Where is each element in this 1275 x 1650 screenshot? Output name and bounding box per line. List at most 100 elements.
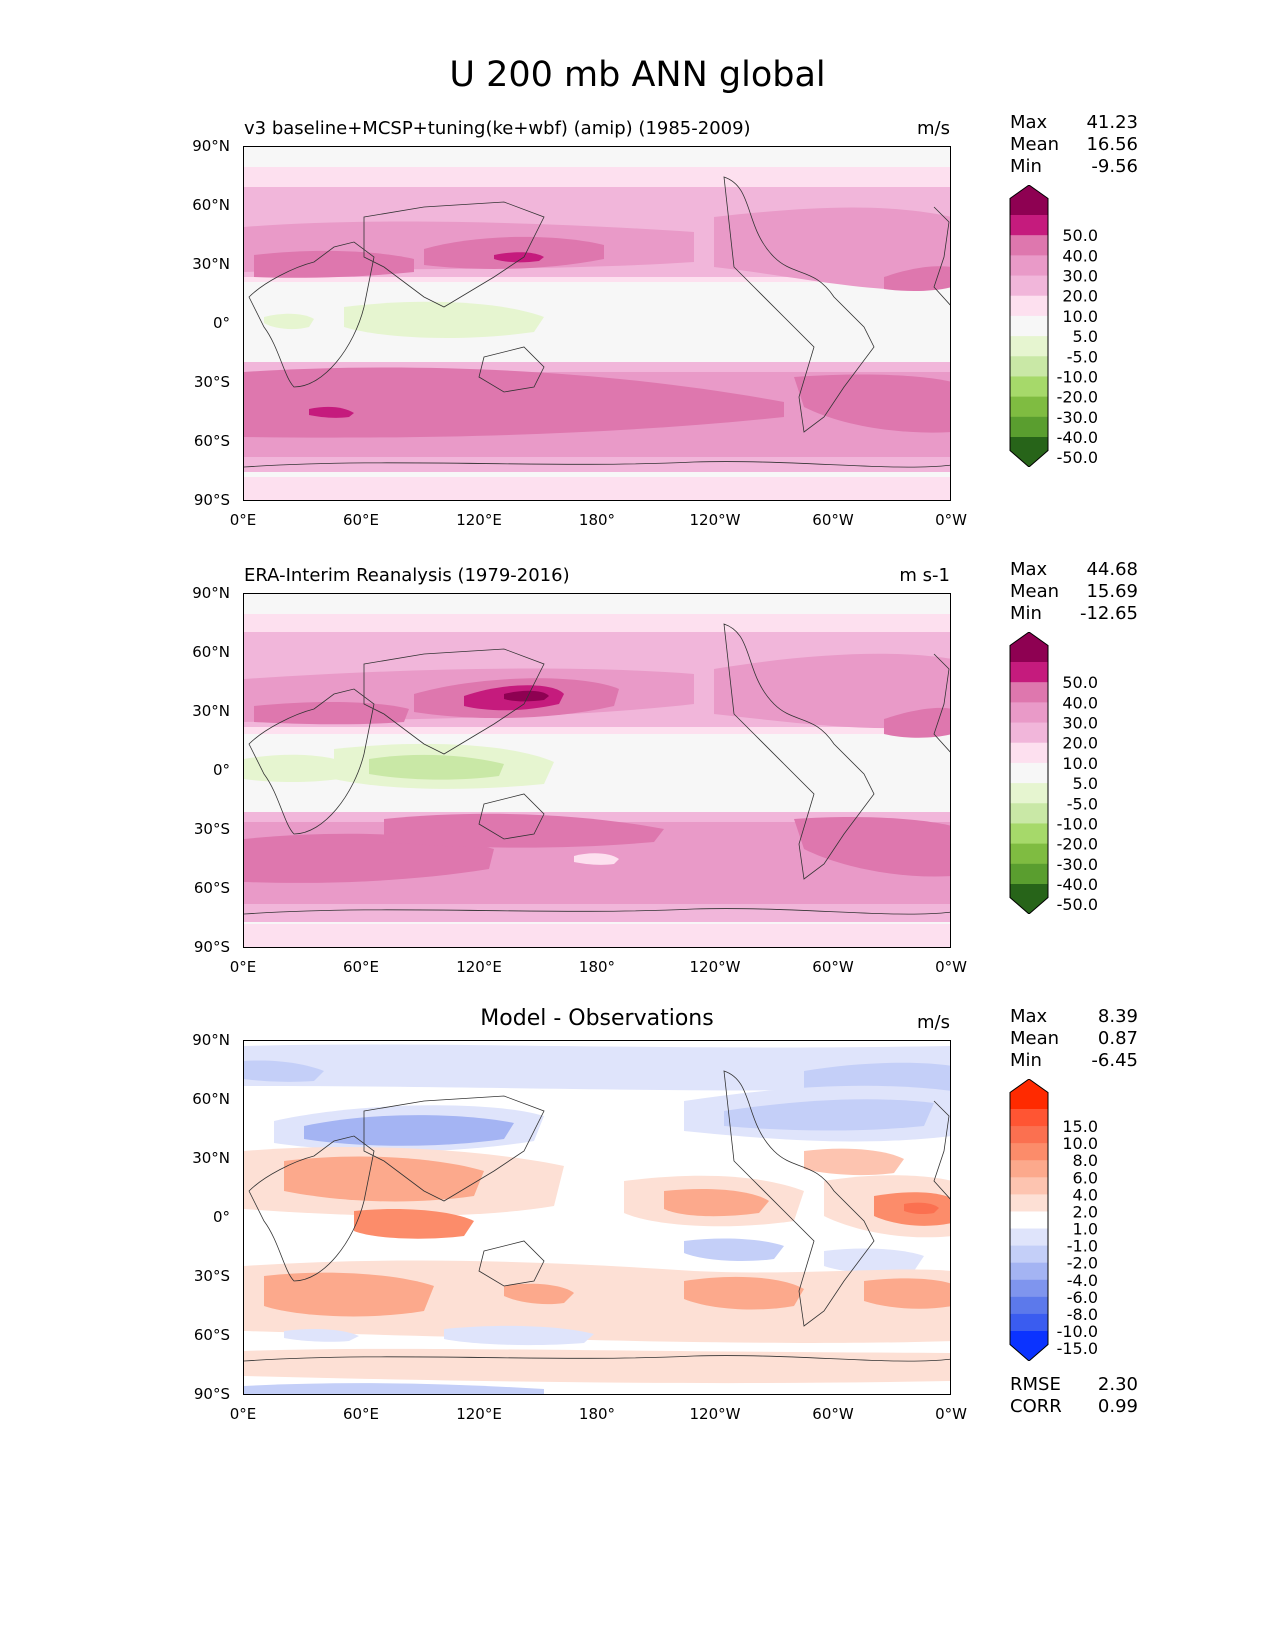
lon-tick: 120°E <box>456 511 502 529</box>
colorbar-svg: 15.010.08.06.04.02.01.0-1.0-2.0-4.0-6.0-… <box>1009 1078 1098 1362</box>
colorbar-tick-label: -10.0 <box>1057 814 1098 833</box>
lon-tick: 180° <box>578 958 616 976</box>
lat-tick: 30°N <box>192 255 230 273</box>
panel-1-title: v3 baseline+MCSP+tuning(ke+wbf) (amip) (… <box>244 118 751 139</box>
colorbar-tick-label: 10.0 <box>1062 307 1098 326</box>
colorbar-tick-label: -2.0 <box>1067 1254 1098 1273</box>
stat-label: RMSE <box>1010 1374 1061 1395</box>
colorbar-extend-min <box>1010 437 1048 467</box>
colorbar-outline <box>1009 184 1049 468</box>
panel-3-title: Model - Observations <box>480 1006 714 1031</box>
lat-tick: 60°N <box>192 643 230 661</box>
colorbar-tick-label: -30.0 <box>1057 855 1098 874</box>
panel-2-units: m s-1 <box>899 565 950 586</box>
stat-label: Mean <box>1010 1028 1060 1049</box>
colorbar-swatch <box>1010 1126 1048 1144</box>
panel-2-map <box>243 593 951 948</box>
lat-tick: 30°S <box>193 1267 230 1285</box>
panel-2-colorbar: 50.0 40.0 30.0 20.0 10.0 5.0 -5.0 -10.0 -20.0 -30… <box>1008 631 1138 915</box>
colorbar-tick-label: 40.0 <box>1062 693 1098 712</box>
colorbar-swatch <box>1010 1245 1048 1264</box>
colorbar-swatch <box>1010 662 1048 683</box>
colorbar-tick-label: -4.0 <box>1067 1271 1098 1290</box>
lon-tick: 120°W <box>689 511 741 529</box>
panel-1-map <box>243 146 951 501</box>
lon-tick: 120°W <box>689 958 741 976</box>
colorbar-tick-label: 6.0 <box>1073 1168 1098 1187</box>
colorbar-tick-label: 1.0 <box>1073 1220 1098 1239</box>
colorbar-tick-label: -40.0 <box>1057 875 1098 894</box>
colorbar-swatch <box>1010 1177 1048 1195</box>
colorbar-swatch <box>1010 215 1048 236</box>
colorbar-tick-label: -30.0 <box>1057 408 1098 427</box>
colorbar-swatch <box>1010 396 1048 418</box>
lat-tick: 60°S <box>193 1326 230 1344</box>
panel-3-error-stats: RMSE 2.30 CORR 0.99 <box>1010 1374 1138 1418</box>
colorbar-tick-label: 50.0 <box>1062 226 1098 245</box>
colorbar-tick-label: 10.0 <box>1062 1134 1098 1153</box>
colorbar-extend-min <box>1010 1331 1048 1361</box>
colorbar-tick-label: -5.0 <box>1067 347 1098 366</box>
colorbar-extend-max <box>1010 1079 1048 1109</box>
stat-label: Mean <box>1010 134 1060 155</box>
stat-max: 44.68 <box>1086 559 1138 580</box>
panel-2-title: ERA-Interim Reanalysis (1979-2016) <box>244 565 570 586</box>
lon-tick: 60°W <box>812 511 854 529</box>
colorbar-tick-label: 8.0 <box>1073 1151 1098 1170</box>
colorbar-tick-label: -20.0 <box>1057 388 1098 407</box>
stat-label: Min <box>1010 603 1042 624</box>
panel-2-stats: Max 44.68 Mean 15.69 Min -12.65 <box>1010 559 1138 625</box>
stat-mean: 0.87 <box>1097 1028 1138 1049</box>
colorbar-tick-label: 10.0 <box>1062 754 1098 773</box>
colorbar-extend-max <box>1010 632 1048 662</box>
colorbar-tick-label: -10.0 <box>1057 1322 1098 1341</box>
colorbar-tick-label: 30.0 <box>1062 714 1098 733</box>
colorbar-outline <box>1009 1078 1049 1362</box>
stat-label: Mean <box>1010 581 1060 602</box>
colorbar-swatch <box>1010 336 1048 357</box>
colorbar-swatch <box>1010 762 1048 784</box>
stat-corr: 0.99 <box>1097 1396 1138 1417</box>
stat-max: 8.39 <box>1097 1006 1138 1027</box>
colorbar-tick-label: -6.0 <box>1067 1288 1098 1307</box>
colorbar-tick-label: -1.0 <box>1067 1237 1098 1256</box>
colorbar-tick-label: 15.0 <box>1062 1117 1098 1136</box>
stat-label: Max <box>1010 112 1048 133</box>
stat-mean: 16.56 <box>1086 134 1138 155</box>
colorbar-swatch <box>1010 803 1048 824</box>
colorbar-swatch <box>1010 702 1048 724</box>
lon-tick: 0°W <box>935 511 967 529</box>
colorbar-swatch <box>1010 823 1048 845</box>
panel-3-colorbar: 15.0 10.0 8.0 6.0 4.0 2.0 1.0 -1.0 -2.0 -4.0 -6.0-… <box>1008 1078 1138 1362</box>
lon-tick: 0°E <box>229 958 257 976</box>
lat-tick: 90°S <box>193 491 230 509</box>
colorbar-swatch <box>1010 682 1048 703</box>
colorbar-swatch <box>1010 376 1048 398</box>
colorbar-tick-label: 20.0 <box>1062 287 1098 306</box>
panel-3-stats: Max 8.39 Mean 0.87 Min -6.45 <box>1010 1006 1138 1072</box>
lat-tick: 90°N <box>192 584 230 602</box>
colorbar-swatch <box>1010 416 1048 438</box>
lon-tick: 180° <box>578 1405 616 1423</box>
lon-tick: 0°W <box>935 958 967 976</box>
colorbar-tick-label: -8.0 <box>1067 1305 1098 1324</box>
lat-tick: 0° <box>212 1208 230 1226</box>
stat-label: Max <box>1010 559 1048 580</box>
lat-tick: 0° <box>212 314 230 332</box>
panel-3-map <box>243 1040 951 1395</box>
colorbar-tick-label: -5.0 <box>1067 794 1098 813</box>
colorbar-swatch <box>1010 783 1048 804</box>
lon-tick: 120°W <box>689 1405 741 1423</box>
colorbar-swatch <box>1010 1194 1048 1212</box>
colorbar-swatch <box>1010 1262 1048 1281</box>
lon-tick: 120°E <box>456 1405 502 1423</box>
lat-tick: 30°N <box>192 1149 230 1167</box>
colorbar-swatch <box>1010 1109 1048 1127</box>
stat-min: -12.65 <box>1079 603 1138 624</box>
colorbar-swatch <box>1010 742 1048 764</box>
colorbar-tick-label: 5.0 <box>1073 327 1098 346</box>
stat-rmse: 2.30 <box>1097 1374 1138 1395</box>
lon-tick: 0°E <box>229 511 257 529</box>
colorbar-swatch <box>1010 1211 1048 1230</box>
colorbar-tick-label: 30.0 <box>1062 267 1098 286</box>
